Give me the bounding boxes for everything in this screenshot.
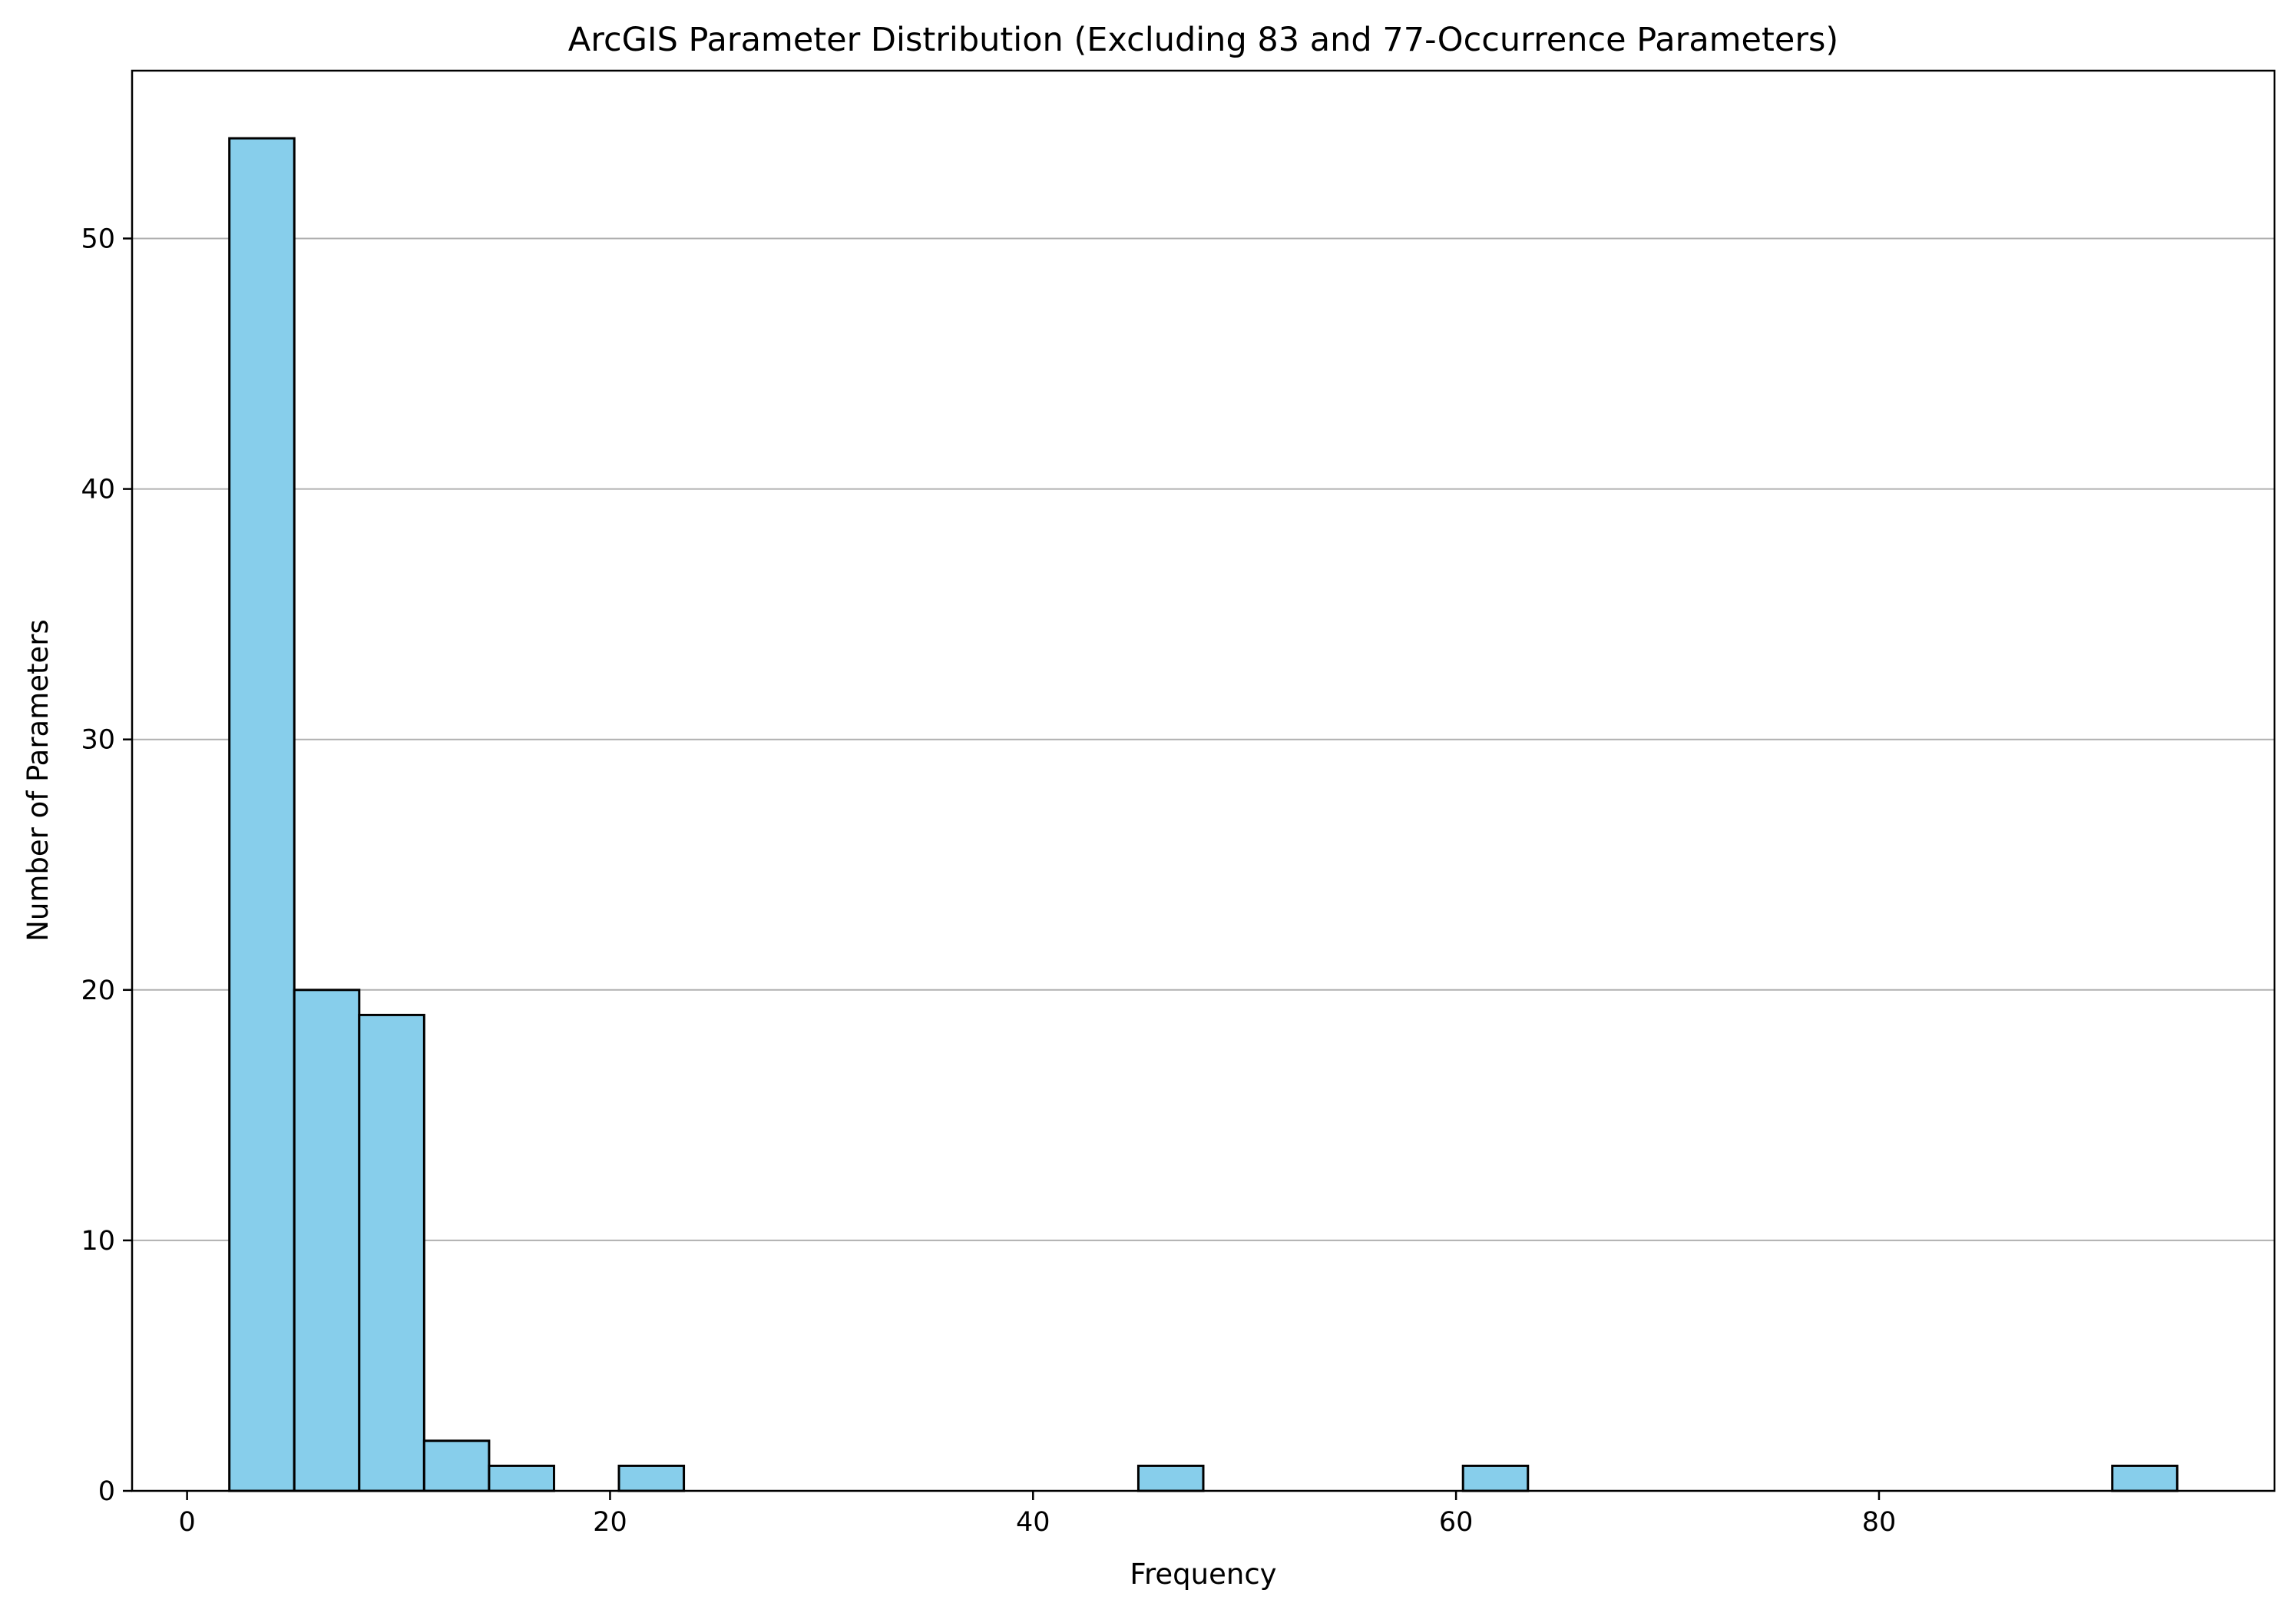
x-tick-label: 0 [178,1507,195,1538]
x-tick-label: 20 [593,1507,627,1538]
histogram-bars [228,137,2179,1492]
x-tick-label: 80 [1862,1507,1897,1538]
histogram-bar-4 [488,1464,555,1492]
plot-area-frame [131,69,2276,1492]
y-tick-label: 40 [81,475,115,505]
x-tick-label: 60 [1439,1507,1474,1538]
histogram-bar-6 [617,1464,686,1492]
y-gridlines [132,237,2274,1241]
y-tick-label: 20 [81,975,115,1006]
y-tick-label: 30 [81,725,115,756]
histogram-bar-3 [422,1439,491,1492]
histogram-bar-0 [228,137,296,1492]
histogram-bar-19 [1461,1464,1530,1492]
histogram-bar-14 [1136,1464,1205,1492]
axes [131,69,2276,1492]
y-tick-label: 50 [81,224,115,254]
y-axis-ticks: 0 10 20 30 40 50 [81,224,132,1507]
x-tick-label: 40 [1016,1507,1050,1538]
x-axis-ticks: 0 20 40 60 80 [178,1491,1896,1538]
histogram-bar-1 [293,989,361,1492]
chart-title: ArcGIS Parameter Distribution (Excluding… [568,21,1838,59]
histogram-bar-2 [358,1013,425,1492]
y-axis-label: Number of Parameters [22,619,55,942]
y-tick-label: 0 [98,1476,115,1507]
y-tick-label: 10 [81,1226,115,1257]
x-axis-label: Frequency [1130,1558,1276,1591]
histogram-bar-29 [2111,1464,2179,1492]
